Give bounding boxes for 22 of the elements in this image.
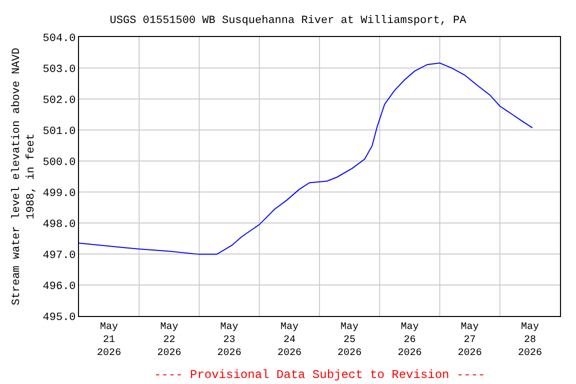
x-tick-label: May 24 2026 [277, 322, 302, 359]
y-tick-label: 496.0 [42, 280, 76, 293]
x-tick-label: May 27 2026 [458, 322, 482, 359]
x-tick-label: May 28 2026 [518, 322, 542, 359]
x-tick-label: May 26 2026 [398, 322, 422, 359]
x-tick-label: May 23 2026 [217, 322, 242, 359]
y-tick-label: 497.0 [42, 250, 76, 262]
x-tick-label: May 21 2026 [97, 322, 122, 359]
y-tick-label: 495.0 [42, 312, 76, 324]
y-tick-label: 503.0 [42, 64, 76, 76]
y-tick-label: 504.0 [42, 32, 76, 45]
text: ---- Provisional Data Subject to Revision ---- [154, 368, 486, 382]
y-tick-label: 499.0 [42, 188, 76, 200]
y-axis-title: Stream water level elevation above NAVD 1988, in feet [11, 47, 38, 306]
y-tick-label: 498.0 [42, 218, 76, 231]
y-tick-label: 501.0 [42, 126, 76, 138]
x-tick-label: May 22 2026 [157, 322, 182, 359]
line-series [79, 62, 533, 255]
x-tick-label: May 25 2026 [338, 322, 362, 359]
y-tick-label: 500.0 [42, 156, 76, 169]
chart-title: USGS 01551500 WB Susquehanna River at Williamsport, PA [110, 15, 467, 28]
y-tick-label: 502.0 [42, 94, 76, 107]
